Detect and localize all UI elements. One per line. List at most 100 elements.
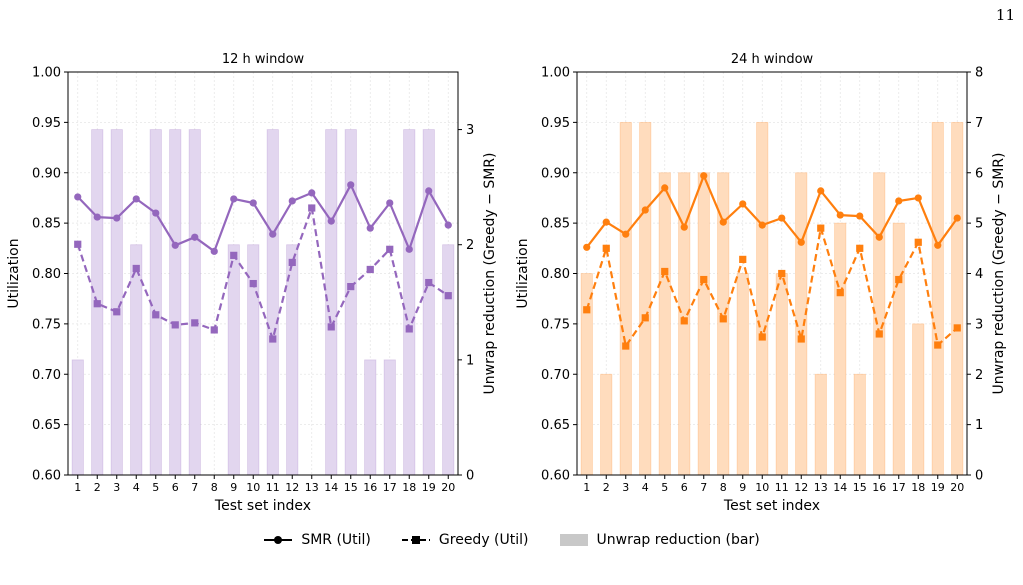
greedy-point	[347, 282, 355, 291]
smr-line	[77, 183, 450, 253]
x-tick-label: 3	[113, 481, 120, 494]
x-tick-label: 19	[931, 481, 945, 494]
smr-point	[93, 213, 101, 221]
smr-point	[405, 245, 413, 253]
smr-point	[914, 194, 922, 202]
smr-point	[797, 238, 805, 246]
bar	[422, 129, 435, 476]
smr-point	[934, 241, 942, 249]
greedy-point	[953, 324, 961, 332]
legend-bar-swatch	[559, 534, 588, 546]
smr-point	[249, 199, 257, 207]
y-tick-label: 0.75	[32, 317, 61, 332]
x-tick-label: 2	[94, 481, 101, 494]
bar	[756, 121, 769, 476]
greedy-point	[366, 265, 374, 274]
greedy-point	[661, 267, 669, 276]
x-tick-label: 12	[794, 481, 808, 494]
greedy-point	[249, 279, 257, 288]
smr-point	[778, 214, 786, 222]
greedy-point	[914, 238, 922, 246]
y-tick-label: 0.95	[32, 116, 61, 131]
greedy-point	[288, 258, 296, 267]
x-tick-label: 1	[583, 481, 590, 494]
greedy-point	[856, 244, 864, 252]
bar	[658, 172, 671, 476]
chart-panel-2: 0.600.650.700.750.800.850.900.951.000123…	[515, 52, 1007, 514]
chart-title: 24 h window	[731, 52, 814, 67]
y2-tick-label: 0	[466, 469, 474, 484]
greedy-point	[836, 289, 844, 297]
bar	[775, 273, 788, 476]
x-tick-label: 7	[700, 481, 707, 494]
y-tick-label: 0.70	[541, 368, 570, 383]
x-tick-label: 3	[622, 481, 629, 494]
greedy-line	[585, 227, 959, 348]
greedy-point	[152, 311, 160, 319]
greedy-point	[875, 330, 883, 338]
bar	[71, 359, 84, 476]
legend: SMR (Util) Greedy (Util) Unwrap reductio…	[0, 532, 1023, 548]
legend-item-greedy: Greedy (Util)	[401, 532, 529, 548]
x-tick-label: 10	[755, 481, 769, 494]
y2-tick-label: 5	[975, 217, 983, 232]
x-tick-label: 6	[172, 481, 179, 494]
x-tick-label: 13	[814, 481, 828, 494]
y2-axis-label: Unwrap reduction (Greedy − SMR)	[482, 153, 498, 395]
bar	[247, 244, 260, 476]
y-tick-label: 0.60	[541, 469, 570, 484]
bar	[892, 222, 905, 476]
bar	[130, 244, 143, 476]
y2-tick-label: 8	[975, 66, 983, 81]
bar	[325, 129, 338, 476]
y2-tick-label: 6	[975, 166, 983, 181]
bar	[697, 172, 710, 476]
x-tick-label: 11	[266, 481, 280, 494]
smr-point	[210, 247, 218, 255]
y2-tick-label: 4	[975, 267, 983, 282]
smr-point	[583, 243, 591, 251]
smr-point	[74, 193, 82, 201]
x-tick-label: 5	[152, 481, 159, 494]
smr-point	[602, 218, 610, 226]
greedy-point	[327, 323, 335, 331]
smr-point	[875, 233, 883, 241]
smr-point	[641, 206, 649, 214]
bar	[931, 121, 944, 476]
x-tick-label: 14	[833, 481, 847, 494]
legend-smr-swatch	[264, 536, 293, 544]
y2-tick-label: 1	[466, 353, 474, 368]
bar	[188, 129, 201, 476]
greedy-point	[405, 325, 413, 333]
y-tick-label: 0.70	[32, 368, 61, 383]
x-tick-label: 20	[950, 481, 964, 494]
greedy-point	[425, 278, 433, 287]
greedy-point	[680, 317, 688, 325]
y2-axis-label: Unwrap reduction (Greedy − SMR)	[991, 153, 1007, 395]
y-tick-label: 0.65	[32, 418, 61, 433]
legend-greedy-swatch	[401, 536, 430, 544]
page-number: 11	[995, 6, 1015, 24]
bar	[403, 129, 416, 476]
x-tick-label: 13	[305, 481, 319, 494]
bar	[580, 273, 593, 476]
bar	[227, 244, 240, 476]
y2-tick-label: 2	[975, 368, 983, 383]
smr-point	[856, 212, 864, 220]
x-axis-label: Test set index	[723, 498, 820, 514]
greedy-point	[758, 333, 766, 341]
greedy-point	[934, 341, 942, 349]
x-tick-label: 6	[681, 481, 688, 494]
greedy-point	[444, 292, 452, 300]
greedy-point	[583, 306, 591, 314]
legend-greedy-label: Greedy (Util)	[438, 532, 529, 548]
greedy-point	[191, 319, 199, 327]
legend-bar-label: Unwrap reduction (bar)	[596, 532, 760, 548]
smr-point	[719, 218, 727, 226]
greedy-point	[817, 224, 825, 232]
x-tick-label: 12	[285, 481, 299, 494]
y2-tick-label: 7	[975, 116, 983, 131]
bar	[383, 359, 396, 476]
y2-tick-label: 3	[466, 123, 474, 138]
bar	[639, 121, 652, 476]
